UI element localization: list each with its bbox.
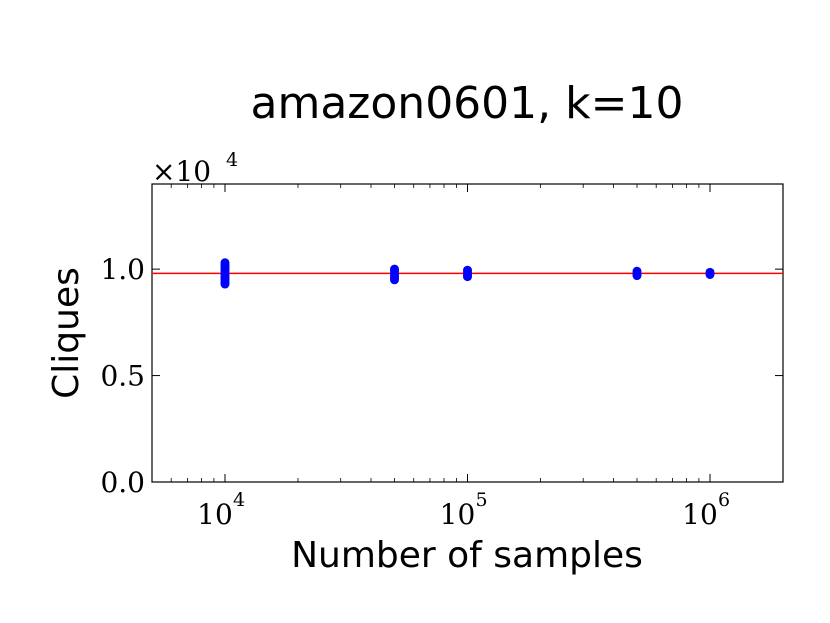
data-point xyxy=(463,265,472,275)
x-tick-label-exponent: 4 xyxy=(233,489,245,511)
y-axis-label: Cliques xyxy=(46,267,87,399)
x-tick-label-exponent: 6 xyxy=(718,489,730,511)
data-point xyxy=(705,267,715,277)
plot-area: 0.00.51.0 10 4 10 5 10 6 xyxy=(100,183,784,531)
y-tick-label: 0.5 xyxy=(100,360,145,393)
x-tick-label: 10 xyxy=(440,498,476,531)
y-axis-ticks: 0.0 0.5 1.0 xyxy=(100,253,783,499)
chart-title: amazon0601, k=10 xyxy=(251,78,684,129)
data-points xyxy=(220,258,715,289)
y-tick-label: 1.0 xyxy=(100,253,145,286)
x-tick-label-exponent: 5 xyxy=(475,489,487,511)
x-axis-ticks: 10 4 10 5 10 6 xyxy=(151,184,784,531)
y-tick-label: 0.0 xyxy=(100,466,145,499)
data-point xyxy=(220,258,230,268)
y-offset-label: ×10 4 xyxy=(152,149,238,188)
x-tick-label: 10 xyxy=(682,498,718,531)
y-offset-exponent: 4 xyxy=(226,149,238,171)
data-point xyxy=(632,266,642,276)
data-point xyxy=(390,264,400,274)
x-tick-label: 10 xyxy=(197,498,233,531)
axes-frame xyxy=(151,183,784,483)
y-offset-base: ×10 xyxy=(152,155,211,188)
x-axis-label: Number of samples xyxy=(291,535,643,576)
